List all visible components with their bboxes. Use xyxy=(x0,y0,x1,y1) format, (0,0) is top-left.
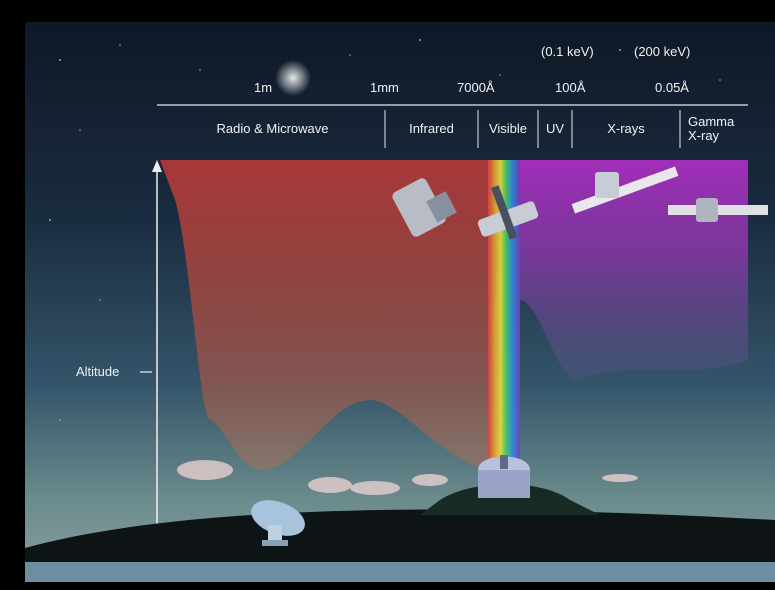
wavelength-label-1mm: 1mm xyxy=(370,80,399,95)
band-uv-label: UV xyxy=(545,121,565,136)
band-radio-microwave: Radio & Microwave xyxy=(160,110,385,148)
hubble-telescope xyxy=(477,185,539,240)
band-infrared-label: Infrared xyxy=(409,121,454,136)
band-gamma: Gamma X-ray xyxy=(680,110,748,148)
altitude-arrowhead xyxy=(152,160,162,172)
band-infrared: Infrared xyxy=(385,110,478,148)
radio-infrared-absorption xyxy=(160,160,490,470)
high-energy-absorption xyxy=(520,160,748,381)
band-gamma-label-line2: X-ray xyxy=(688,128,720,143)
energy-label-01kev: (0.1 keV) xyxy=(541,44,594,59)
wavelength-label-100a: 100Å xyxy=(555,80,586,95)
wavelength-label-7000a: 7000Å xyxy=(457,80,495,95)
band-radio-label: Radio & Microwave xyxy=(216,121,329,136)
band-visible: Visible xyxy=(478,110,538,148)
chandra-observatory xyxy=(571,166,679,214)
wavelength-label-1m: 1m xyxy=(254,80,273,95)
energy-label-200kev: (200 keV) xyxy=(634,44,691,59)
wavelength-label-005a: 0.05Å xyxy=(655,80,689,95)
spitzer-telescope xyxy=(392,178,457,237)
horizon-band xyxy=(25,562,775,582)
clouds xyxy=(177,460,638,495)
mountain xyxy=(420,484,600,515)
earth-surface xyxy=(25,509,775,565)
band-uv: UV xyxy=(538,110,572,148)
star-glow xyxy=(275,60,311,96)
stars xyxy=(49,39,721,421)
radio-telescope-dish xyxy=(251,500,305,546)
band-visible-label: Visible xyxy=(488,121,528,136)
altitude-axis-label: Altitude xyxy=(76,364,120,379)
gamma-ray-satellite xyxy=(668,198,768,222)
band-xrays: X-rays xyxy=(572,110,680,148)
observatory-dome xyxy=(478,455,530,498)
band-gamma-label-line1: Gamma xyxy=(688,114,735,129)
band-xrays-label: X-rays xyxy=(607,121,645,136)
